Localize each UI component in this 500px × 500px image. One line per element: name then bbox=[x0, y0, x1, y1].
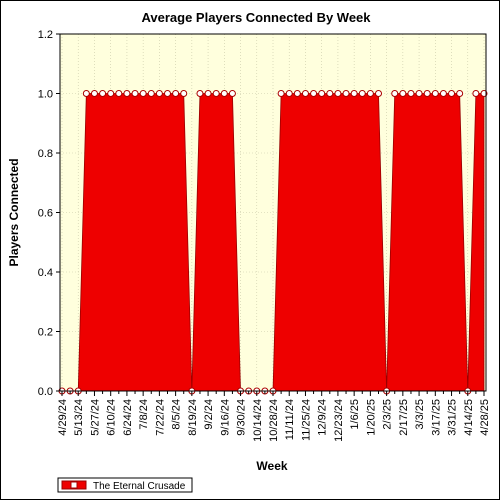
data-point bbox=[293, 90, 301, 97]
data-point bbox=[310, 90, 318, 97]
y-tick-label: 1.0 bbox=[38, 89, 53, 101]
x-tick-label: 6/24/24 bbox=[122, 399, 134, 436]
data-point bbox=[204, 90, 212, 97]
x-tick-label: 2/17/25 bbox=[398, 399, 410, 436]
x-tick-label: 4/28/25 bbox=[479, 399, 491, 436]
data-point bbox=[196, 90, 204, 97]
x-tick-label: 9/2/24 bbox=[203, 399, 215, 430]
data-point bbox=[285, 90, 293, 97]
data-point bbox=[334, 90, 342, 97]
x-tick-label: 1/6/25 bbox=[349, 399, 361, 430]
x-tick-label: 9/30/24 bbox=[236, 399, 248, 436]
data-point bbox=[123, 90, 131, 97]
x-axis-ticks: 4/29/24 5/13/24 5/27/24 6/10/24 6/24/24 7/8/2… bbox=[57, 391, 491, 442]
data-point bbox=[301, 90, 309, 97]
data-point bbox=[375, 90, 382, 97]
data-point bbox=[318, 90, 326, 97]
x-tick-label: 3/3/25 bbox=[414, 399, 426, 430]
data-point bbox=[164, 90, 171, 97]
data-point bbox=[107, 90, 115, 97]
legend-series-name: The Eternal Crusade bbox=[93, 481, 186, 492]
data-point bbox=[358, 90, 366, 97]
x-tick-label: 5/13/24 bbox=[73, 399, 85, 436]
data-point bbox=[415, 90, 423, 97]
data-point bbox=[431, 90, 439, 97]
x-tick-label: 8/19/24 bbox=[187, 399, 199, 436]
data-point bbox=[439, 90, 447, 97]
marker-layer bbox=[58, 90, 488, 395]
data-point bbox=[99, 90, 107, 97]
x-tick-label: 3/17/25 bbox=[430, 399, 442, 436]
y-tick-label: 1.2 bbox=[38, 29, 53, 41]
x-axis-label: Week bbox=[256, 459, 287, 473]
data-point bbox=[472, 90, 480, 97]
x-tick-label: 2/3/25 bbox=[382, 399, 394, 430]
y-tick-label: 0.4 bbox=[38, 267, 53, 279]
y-tick-label: 0.8 bbox=[38, 148, 53, 160]
data-point bbox=[115, 90, 123, 97]
x-tick-label: 7/8/24 bbox=[138, 399, 150, 430]
x-tick-label: 7/22/24 bbox=[154, 399, 166, 436]
x-tick-label: 9/16/24 bbox=[219, 399, 231, 436]
x-tick-label: 10/14/24 bbox=[252, 399, 264, 442]
data-point bbox=[139, 90, 147, 97]
x-tick-label: 5/27/24 bbox=[89, 399, 101, 436]
data-point bbox=[350, 90, 358, 97]
data-point bbox=[277, 90, 285, 97]
x-tick-label: 11/11/24 bbox=[284, 399, 296, 440]
x-tick-label: 12/23/24 bbox=[333, 399, 345, 442]
legend: The Eternal Crusade bbox=[57, 477, 193, 493]
data-point bbox=[220, 90, 228, 97]
data-point bbox=[456, 90, 464, 97]
y-axis-label: Players Connected bbox=[7, 158, 21, 266]
data-point bbox=[131, 90, 139, 97]
data-point bbox=[172, 90, 180, 97]
data-point bbox=[391, 90, 399, 97]
data-point bbox=[448, 90, 456, 97]
x-tick-label: 12/9/24 bbox=[317, 399, 329, 436]
data-point bbox=[407, 90, 415, 97]
x-tick-label: 10/28/24 bbox=[268, 399, 280, 442]
data-point bbox=[366, 90, 374, 97]
x-tick-label: 6/10/24 bbox=[106, 399, 118, 436]
data-point bbox=[90, 90, 98, 97]
data-point bbox=[147, 90, 155, 97]
y-axis-ticks: 0.0 0.2 0.4 0.6 0.8 1.0 1.2 bbox=[38, 29, 60, 398]
data-point bbox=[423, 90, 431, 97]
x-tick-label: 4/29/24 bbox=[57, 399, 69, 436]
y-tick-label: 0.6 bbox=[38, 208, 53, 220]
data-point bbox=[180, 90, 188, 97]
data-point bbox=[228, 90, 236, 97]
legend-marker-icon bbox=[70, 481, 78, 489]
data-point bbox=[82, 90, 90, 97]
x-tick-label: 3/31/25 bbox=[447, 399, 459, 436]
x-tick-label: 4/14/25 bbox=[463, 399, 475, 436]
y-tick-label: 0.2 bbox=[38, 327, 53, 339]
data-point bbox=[155, 90, 163, 97]
data-point bbox=[212, 90, 220, 97]
y-tick-label: 0.0 bbox=[38, 386, 53, 398]
chart-title: Average Players Connected By Week bbox=[141, 10, 371, 25]
x-tick-label: 8/5/24 bbox=[171, 399, 183, 430]
legend-box bbox=[57, 477, 193, 493]
x-tick-label: 1/20/25 bbox=[365, 399, 377, 436]
data-point bbox=[326, 90, 334, 97]
x-tick-label: 11/25/24 bbox=[300, 399, 312, 441]
data-point bbox=[342, 90, 350, 97]
data-point bbox=[399, 90, 407, 97]
